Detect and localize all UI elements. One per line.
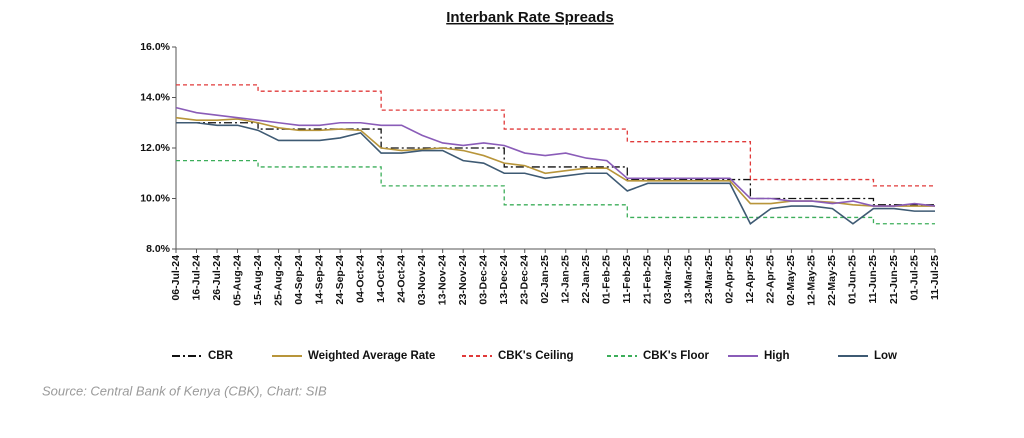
x-tick-label: 11-Jun-25 xyxy=(867,255,879,304)
y-tick-label: 16.0% xyxy=(140,41,170,53)
legend-label: Weighted Average Rate xyxy=(308,350,435,362)
chart-title: Interbank Rate Spreads xyxy=(446,9,614,26)
x-tick-label: 02-Jan-25 xyxy=(539,255,551,304)
x-tick-label: 02-Apr-25 xyxy=(724,255,736,304)
x-tick-label: 04-Oct-24 xyxy=(354,255,366,303)
x-tick-label: 23-Nov-24 xyxy=(457,255,469,305)
x-tick-label: 15-Aug-24 xyxy=(252,255,264,306)
x-tick-label: 05-Aug-24 xyxy=(231,255,243,306)
series-line xyxy=(175,116,935,207)
x-tick-label: 13-Nov-24 xyxy=(436,255,448,305)
x-tick-label: 12-Jan-25 xyxy=(560,255,572,304)
y-tick-label: 12.0% xyxy=(140,142,170,154)
x-tick-label: 21-Feb-25 xyxy=(642,255,654,304)
legend-label: Low xyxy=(874,350,897,362)
x-tick-label: 11-Jul-25 xyxy=(929,255,941,300)
y-tick-label: 10.0% xyxy=(140,192,170,204)
x-tick-label: 24-Oct-24 xyxy=(395,255,407,303)
source-note: Source: Central Bank of Kenya (CBK), Cha… xyxy=(42,383,327,398)
series-line xyxy=(176,122,935,206)
x-tick-label: 22-Jan-25 xyxy=(580,255,592,304)
x-tick-label: 23-Dec-24 xyxy=(519,255,531,305)
x-tick-label: 11-Feb-25 xyxy=(621,255,633,304)
x-tick-label: 06-Jul-24 xyxy=(170,255,182,301)
x-tick-label: 03-Nov-24 xyxy=(416,255,428,305)
x-tick-label: 23-Mar-25 xyxy=(703,255,715,304)
x-tick-label: 24-Sep-24 xyxy=(334,255,346,305)
x-tick-label: 13-Mar-25 xyxy=(683,255,695,304)
x-tick-label: 14-Sep-24 xyxy=(313,255,325,305)
x-tick-label: 14-Oct-24 xyxy=(375,255,387,303)
x-tick-label: 04-Sep-24 xyxy=(293,255,305,305)
x-tick-label: 25-Aug-24 xyxy=(272,255,284,306)
x-tick-label: 16-Jul-24 xyxy=(190,255,202,301)
x-tick-label: 13-Dec-24 xyxy=(498,255,510,305)
series-line xyxy=(176,159,935,225)
x-tick-label: 03-Dec-24 xyxy=(477,255,489,305)
y-tick-label: 14.0% xyxy=(140,91,170,103)
x-tick-label: 21-Jun-25 xyxy=(888,255,900,304)
legend-label: High xyxy=(764,350,790,362)
x-tick-label: 02-May-25 xyxy=(785,255,797,306)
series-line xyxy=(175,106,936,207)
x-tick-label: 01-Jul-25 xyxy=(908,255,920,301)
y-tick-label: 8.0% xyxy=(146,243,171,255)
x-tick-label: 22-May-25 xyxy=(826,255,838,306)
legend-label: CBK's Ceiling xyxy=(498,350,574,362)
x-tick-label: 12-Apr-25 xyxy=(744,255,756,304)
x-tick-label: 26-Jul-24 xyxy=(211,255,223,301)
series-line xyxy=(176,84,935,187)
x-tick-label: 01-Feb-25 xyxy=(601,255,613,304)
legend-label: CBK's Floor xyxy=(643,350,710,362)
x-tick-label: 12-May-25 xyxy=(806,255,818,306)
series-line xyxy=(176,121,935,225)
x-tick-label: 01-Jun-25 xyxy=(847,255,859,304)
x-tick-label: 03-Mar-25 xyxy=(662,255,674,304)
legend-label: CBR xyxy=(208,350,234,362)
x-tick-label: 22-Apr-25 xyxy=(765,255,777,304)
